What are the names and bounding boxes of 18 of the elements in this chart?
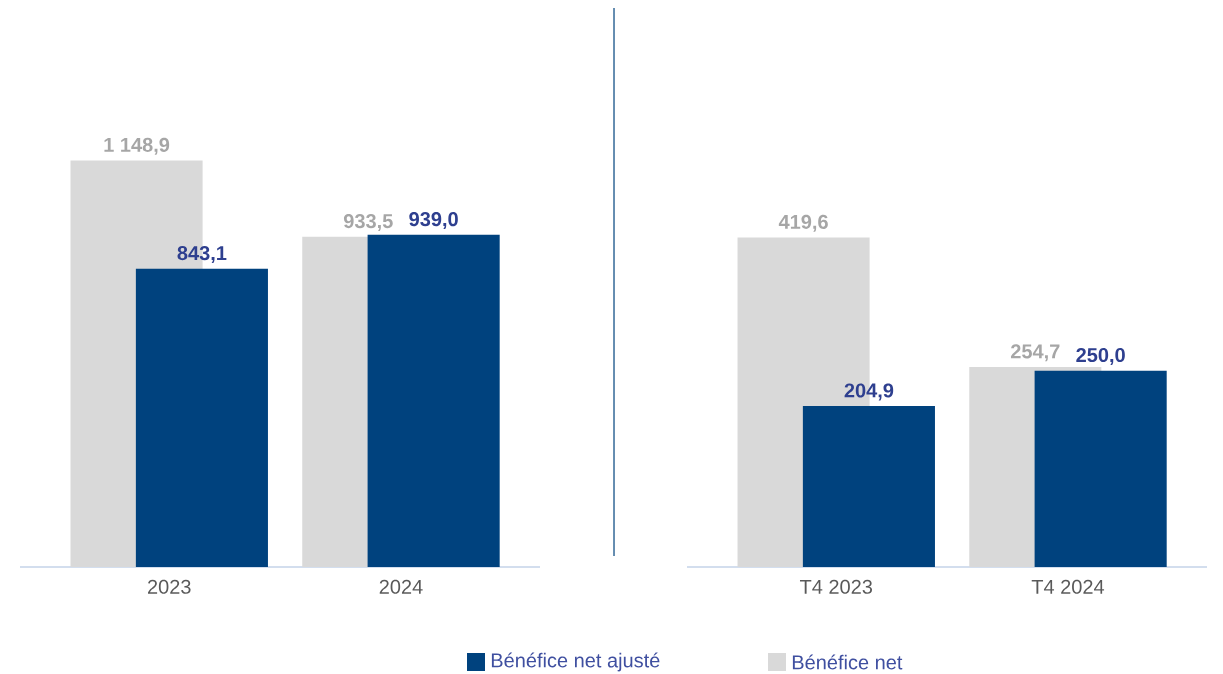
legend-label: Bénéfice net ajusté [491, 652, 660, 672]
data-label: 419,6 [778, 214, 828, 232]
x-tick-label: 2023 [147, 579, 191, 594]
bar [802, 406, 935, 567]
x-tick-label: 2024 [379, 579, 423, 594]
legend-label: Bénéfice net [792, 654, 903, 670]
bar [1034, 370, 1167, 567]
data-label: 250,0 [1076, 347, 1125, 366]
data-label: 843,1 [177, 245, 227, 264]
x-tick-label: T4 2024 [1031, 579, 1105, 594]
data-label: 254,7 [1010, 344, 1060, 362]
bar [367, 234, 500, 567]
data-label: 1 148,9 [104, 137, 170, 155]
x-tick-label: T4 2023 [799, 579, 873, 594]
bar [135, 268, 268, 567]
data-label: 939,0 [409, 212, 458, 230]
data-label: 933,5 [343, 213, 393, 232]
data-label: 204,9 [844, 383, 894, 401]
